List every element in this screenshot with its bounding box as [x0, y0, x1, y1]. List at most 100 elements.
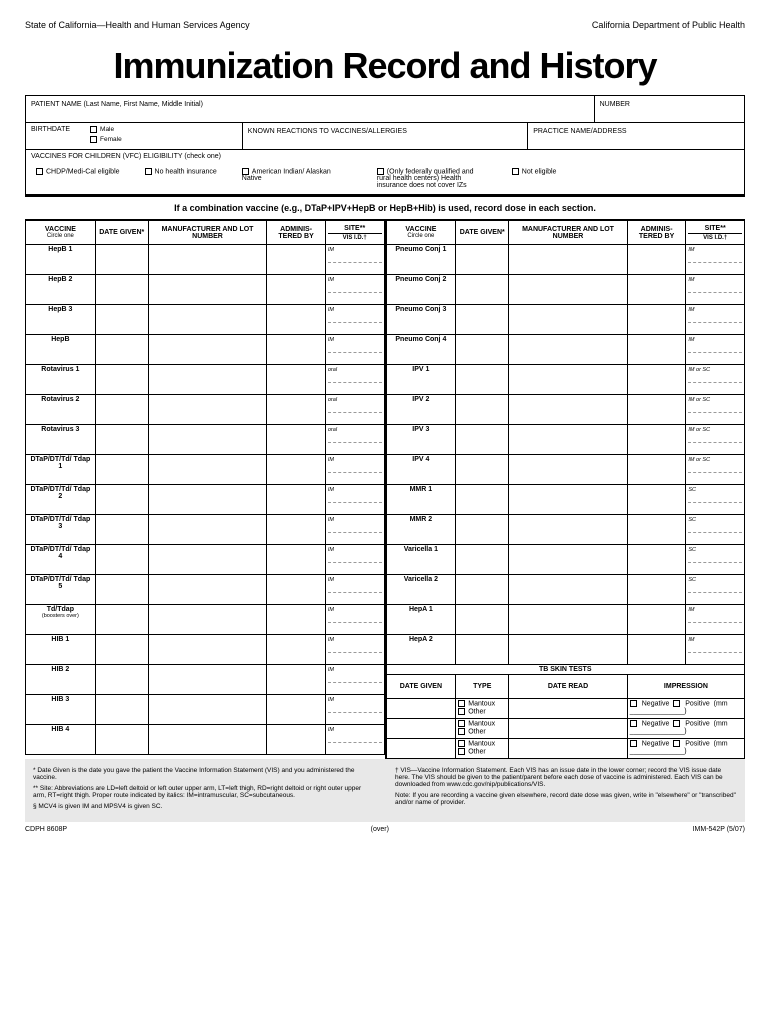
admin-cell[interactable]: [267, 245, 326, 275]
lot-cell[interactable]: [148, 545, 267, 575]
date-given-cell[interactable]: [95, 635, 148, 665]
lot-cell[interactable]: [148, 725, 267, 755]
lot-cell[interactable]: [148, 455, 267, 485]
date-given-cell[interactable]: [95, 485, 148, 515]
admin-cell[interactable]: [267, 515, 326, 545]
admin-cell[interactable]: [627, 305, 686, 335]
admin-cell[interactable]: [627, 275, 686, 305]
lot-cell[interactable]: [148, 605, 267, 635]
admin-cell[interactable]: [627, 575, 686, 605]
admin-cell[interactable]: [627, 515, 686, 545]
lot-cell[interactable]: [509, 545, 628, 575]
lot-cell[interactable]: [148, 245, 267, 275]
lot-cell[interactable]: [148, 665, 267, 695]
admin-cell[interactable]: [627, 245, 686, 275]
lot-cell[interactable]: [509, 245, 628, 275]
lot-cell[interactable]: [148, 695, 267, 725]
date-given-cell[interactable]: [456, 425, 509, 455]
lot-cell[interactable]: [509, 575, 628, 605]
date-given-cell[interactable]: [456, 395, 509, 425]
tb-date-given[interactable]: [386, 699, 456, 719]
date-given-cell[interactable]: [456, 305, 509, 335]
lot-cell[interactable]: [509, 425, 628, 455]
date-given-cell[interactable]: [456, 545, 509, 575]
tb-date-read[interactable]: [509, 739, 628, 759]
admin-cell[interactable]: [267, 725, 326, 755]
lot-cell[interactable]: [509, 305, 628, 335]
lot-cell[interactable]: [509, 515, 628, 545]
date-given-cell[interactable]: [95, 245, 148, 275]
lot-cell[interactable]: [148, 305, 267, 335]
tb-date-read[interactable]: [509, 719, 628, 739]
admin-cell[interactable]: [627, 455, 686, 485]
vfc-checkbox[interactable]: [36, 168, 43, 175]
admin-cell[interactable]: [267, 275, 326, 305]
admin-cell[interactable]: [267, 665, 326, 695]
date-given-cell[interactable]: [456, 365, 509, 395]
lot-cell[interactable]: [148, 395, 267, 425]
lot-cell[interactable]: [148, 425, 267, 455]
lot-cell[interactable]: [509, 605, 628, 635]
female-checkbox[interactable]: [90, 136, 97, 143]
tb-date-read[interactable]: [509, 699, 628, 719]
vfc-checkbox[interactable]: [512, 168, 519, 175]
date-given-cell[interactable]: [95, 515, 148, 545]
lot-cell[interactable]: [148, 485, 267, 515]
lot-cell[interactable]: [148, 635, 267, 665]
admin-cell[interactable]: [627, 605, 686, 635]
admin-cell[interactable]: [267, 425, 326, 455]
lot-cell[interactable]: [148, 575, 267, 605]
lot-cell[interactable]: [509, 635, 628, 665]
tb-type[interactable]: MantouxOther: [456, 739, 509, 759]
date-given-cell[interactable]: [95, 395, 148, 425]
date-given-cell[interactable]: [95, 695, 148, 725]
tb-type[interactable]: MantouxOther: [456, 719, 509, 739]
lot-cell[interactable]: [148, 335, 267, 365]
tb-impression[interactable]: Negative Positive (mm ______________): [627, 699, 744, 719]
date-given-cell[interactable]: [456, 275, 509, 305]
tb-impression[interactable]: Negative Positive (mm ______________): [627, 739, 744, 759]
date-given-cell[interactable]: [456, 455, 509, 485]
tb-impression[interactable]: Negative Positive (mm ______________): [627, 719, 744, 739]
lot-cell[interactable]: [148, 275, 267, 305]
admin-cell[interactable]: [267, 695, 326, 725]
date-given-cell[interactable]: [456, 605, 509, 635]
lot-cell[interactable]: [509, 485, 628, 515]
male-checkbox[interactable]: [90, 126, 97, 133]
date-given-cell[interactable]: [456, 575, 509, 605]
date-given-cell[interactable]: [95, 275, 148, 305]
admin-cell[interactable]: [267, 305, 326, 335]
date-given-cell[interactable]: [456, 635, 509, 665]
admin-cell[interactable]: [627, 365, 686, 395]
vfc-checkbox[interactable]: [242, 168, 249, 175]
date-given-cell[interactable]: [95, 665, 148, 695]
date-given-cell[interactable]: [456, 335, 509, 365]
lot-cell[interactable]: [509, 335, 628, 365]
admin-cell[interactable]: [267, 455, 326, 485]
admin-cell[interactable]: [267, 335, 326, 365]
admin-cell[interactable]: [267, 575, 326, 605]
admin-cell[interactable]: [267, 605, 326, 635]
date-given-cell[interactable]: [95, 605, 148, 635]
date-given-cell[interactable]: [95, 545, 148, 575]
date-given-cell[interactable]: [95, 455, 148, 485]
date-given-cell[interactable]: [95, 425, 148, 455]
tb-date-given[interactable]: [386, 739, 456, 759]
vfc-checkbox[interactable]: [145, 168, 152, 175]
date-given-cell[interactable]: [95, 725, 148, 755]
date-given-cell[interactable]: [456, 245, 509, 275]
admin-cell[interactable]: [627, 485, 686, 515]
lot-cell[interactable]: [509, 395, 628, 425]
admin-cell[interactable]: [267, 395, 326, 425]
admin-cell[interactable]: [267, 635, 326, 665]
lot-cell[interactable]: [509, 365, 628, 395]
date-given-cell[interactable]: [95, 305, 148, 335]
lot-cell[interactable]: [509, 455, 628, 485]
tb-date-given[interactable]: [386, 719, 456, 739]
admin-cell[interactable]: [627, 545, 686, 575]
tb-type[interactable]: MantouxOther: [456, 699, 509, 719]
admin-cell[interactable]: [267, 365, 326, 395]
lot-cell[interactable]: [148, 365, 267, 395]
date-given-cell[interactable]: [456, 485, 509, 515]
admin-cell[interactable]: [627, 635, 686, 665]
